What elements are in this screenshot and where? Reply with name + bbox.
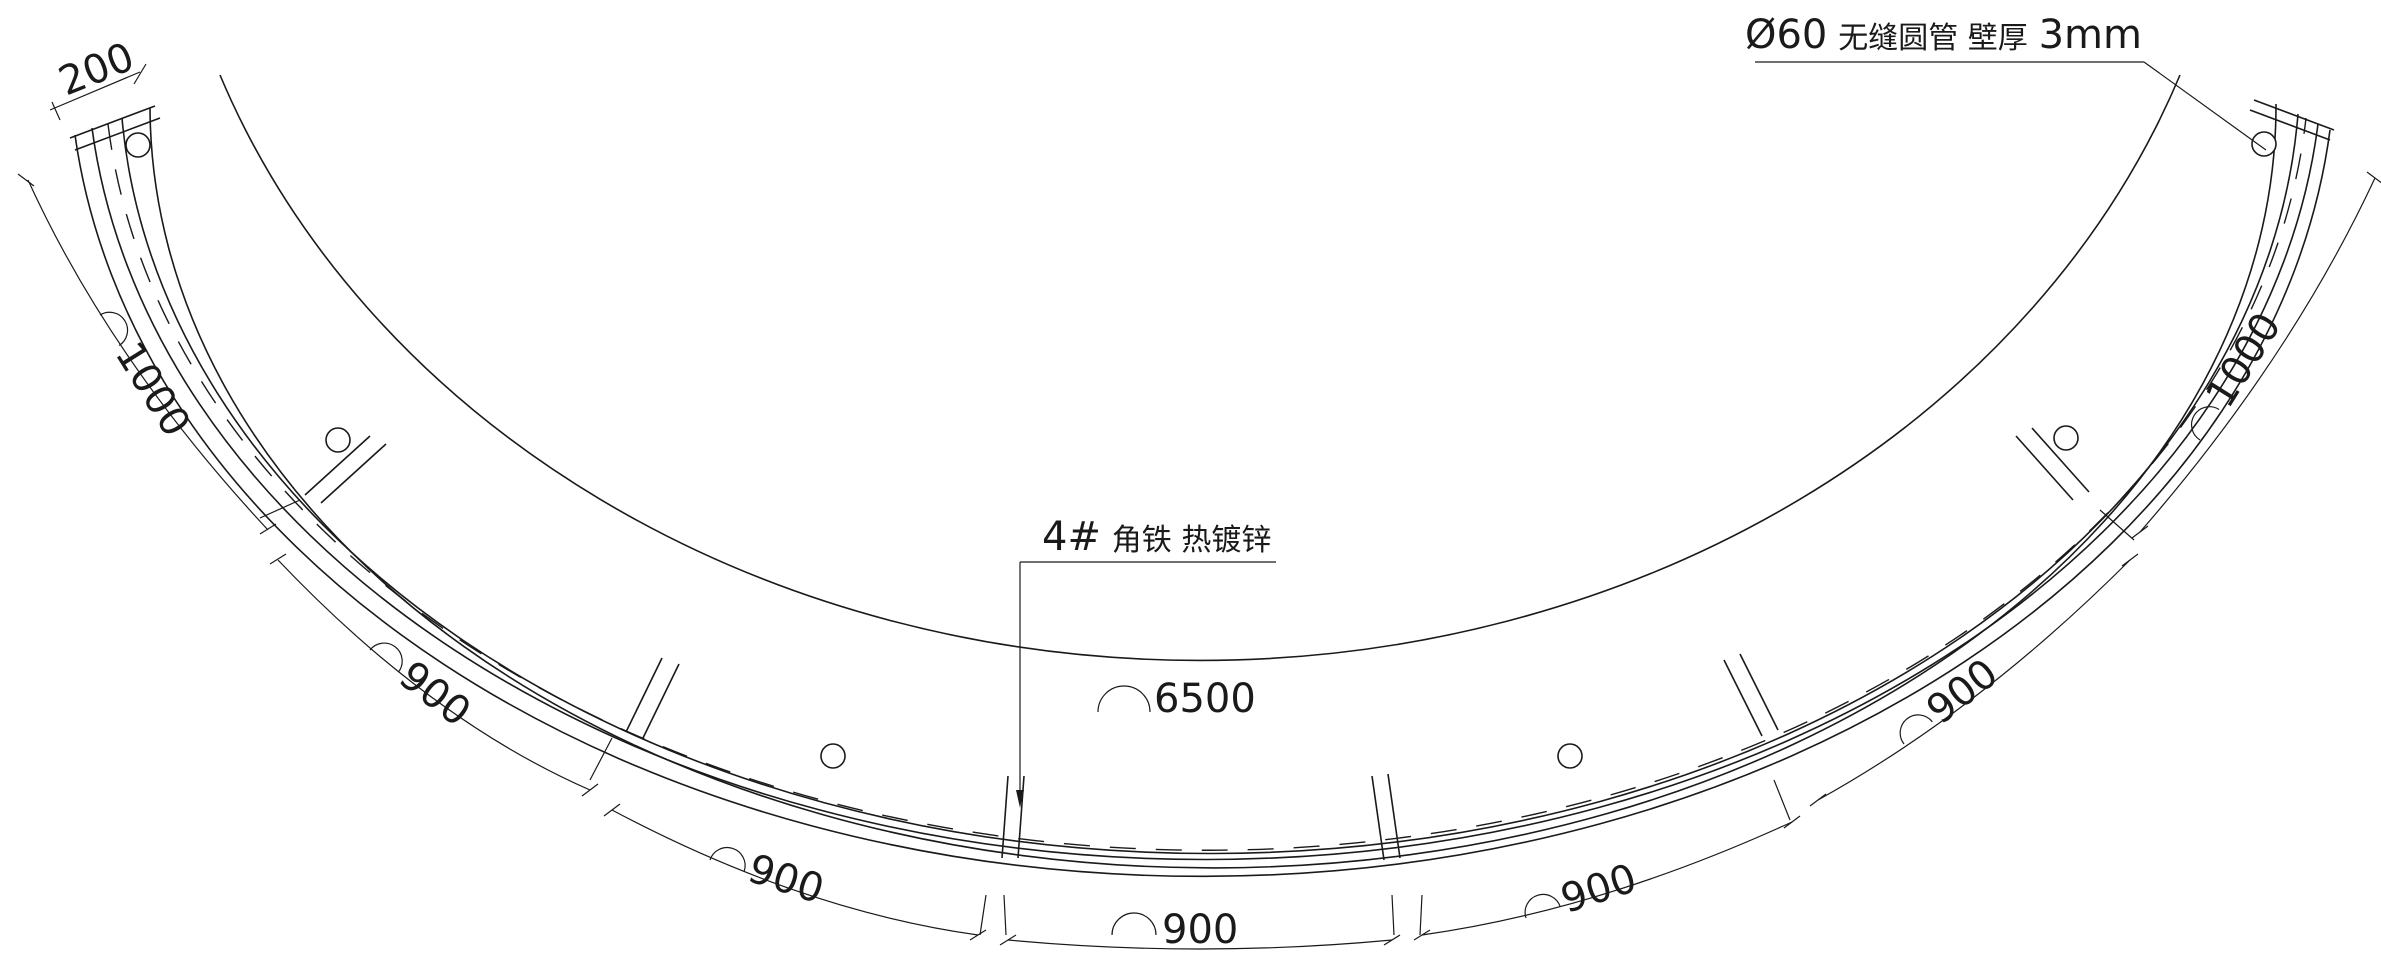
radius-dimension: 6500 bbox=[1097, 676, 1256, 722]
width-dim-label: 200 bbox=[53, 34, 141, 105]
arc-dim-labels: 1000 900 900 900 900 900 1000 bbox=[99, 305, 2290, 953]
inner-sweep-arc bbox=[219, 74, 2181, 662]
tube-hole bbox=[1557, 743, 1583, 769]
steel-band bbox=[74, 103, 2331, 878]
arc-dim-5: 900 bbox=[1555, 855, 1642, 922]
angle-iron-text: 角铁 热镀锌 bbox=[1112, 523, 1272, 558]
arc-dimensions bbox=[17, 171, 2381, 950]
arc-dim-4: 900 bbox=[1162, 907, 1238, 953]
arc-dim-7: 1000 bbox=[2197, 305, 2290, 416]
tube-note-suffix: 3mm bbox=[2039, 12, 2142, 58]
width-dimension: 200 bbox=[49, 34, 147, 121]
tube-hole bbox=[125, 132, 151, 158]
tube-hole bbox=[2251, 131, 2277, 157]
tube-note-prefix: Ø60 bbox=[1745, 12, 1827, 58]
angle-iron-prefix: 4# bbox=[1042, 514, 1101, 560]
tube-hole bbox=[2053, 425, 2079, 451]
arc-dim-1: 1000 bbox=[106, 334, 199, 445]
tube-note-text: 无缝圆管 壁厚 bbox=[1838, 21, 2028, 56]
tube-holes bbox=[125, 131, 2277, 769]
angle-iron-leader: 4# 角铁 热镀锌 bbox=[1016, 514, 1276, 808]
center-line bbox=[107, 117, 2307, 851]
arc-dim-2: 900 bbox=[390, 653, 478, 736]
arc-dim-3: 900 bbox=[742, 846, 829, 913]
tube-hole bbox=[820, 743, 846, 769]
tube-hole bbox=[325, 427, 351, 453]
segment-dividers bbox=[69, 99, 2335, 861]
tube-leader: Ø60 无缝圆管 壁厚 3mm bbox=[1745, 12, 2267, 151]
radius-dim-label: 6500 bbox=[1154, 676, 1256, 722]
tube-note: Ø60 无缝圆管 壁厚 3mm bbox=[1745, 12, 2142, 58]
angle-iron-note: 4# 角铁 热镀锌 bbox=[1042, 514, 1271, 560]
